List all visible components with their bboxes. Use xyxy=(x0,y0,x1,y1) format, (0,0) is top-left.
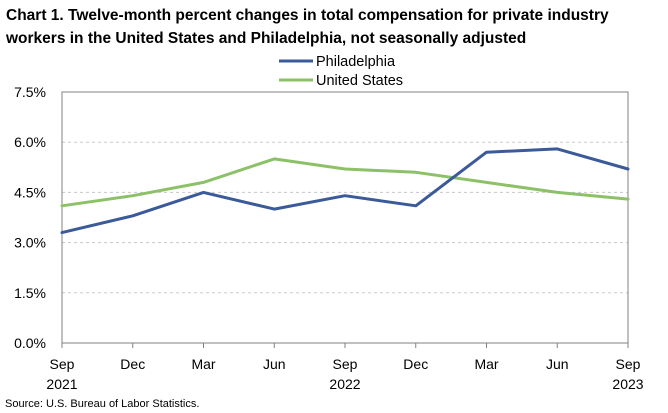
x-tick-year-label: 2022 xyxy=(329,376,360,392)
x-tick-label: Mar xyxy=(474,356,498,372)
x-tick-label: Sep xyxy=(616,356,641,372)
x-tick-label: Mar xyxy=(191,356,215,372)
y-tick-label: 3.0% xyxy=(14,235,46,251)
plot-area-frame xyxy=(61,91,629,344)
chart-title: Chart 1. Twelve-month percent changes in… xyxy=(6,7,609,47)
x-axis-ticks: Sep 2021 Dec Mar Jun Sep 2022 Dec Mar Jun Sep 2023 xyxy=(46,343,644,392)
series-line-philadelphia xyxy=(60,147,630,235)
source-note: Source: U.S. Bureau of Labor Statistics. xyxy=(5,398,200,410)
y-tick-label: 1.5% xyxy=(14,285,46,301)
x-tick-label: Sep xyxy=(50,356,75,372)
series-lines xyxy=(60,147,630,235)
y-tick-label: 0.0% xyxy=(14,335,46,351)
y-tick-label: 4.5% xyxy=(14,184,46,200)
y-tick-label: 7.5% xyxy=(14,84,46,100)
y-axis-ticks: 0.0% 1.5% 3.0% 4.5% 6.0% 7.5% xyxy=(14,84,46,351)
legend: Philadelphia United States xyxy=(279,54,403,89)
x-tick-label: Jun xyxy=(263,356,286,372)
series-line-united-states xyxy=(60,157,630,208)
x-tick-label: Sep xyxy=(333,356,358,372)
legend-label-united-states: United States xyxy=(316,73,403,89)
x-tick-label: Jun xyxy=(546,356,569,372)
x-tick-year-label: 2023 xyxy=(612,376,643,392)
x-tick-year-label: 2021 xyxy=(46,376,77,392)
x-tick-label: Dec xyxy=(403,356,428,372)
x-tick-label: Dec xyxy=(120,356,145,372)
legend-label-philadelphia: Philadelphia xyxy=(316,54,396,70)
y-tick-label: 6.0% xyxy=(14,134,46,150)
gridlines xyxy=(62,141,628,294)
